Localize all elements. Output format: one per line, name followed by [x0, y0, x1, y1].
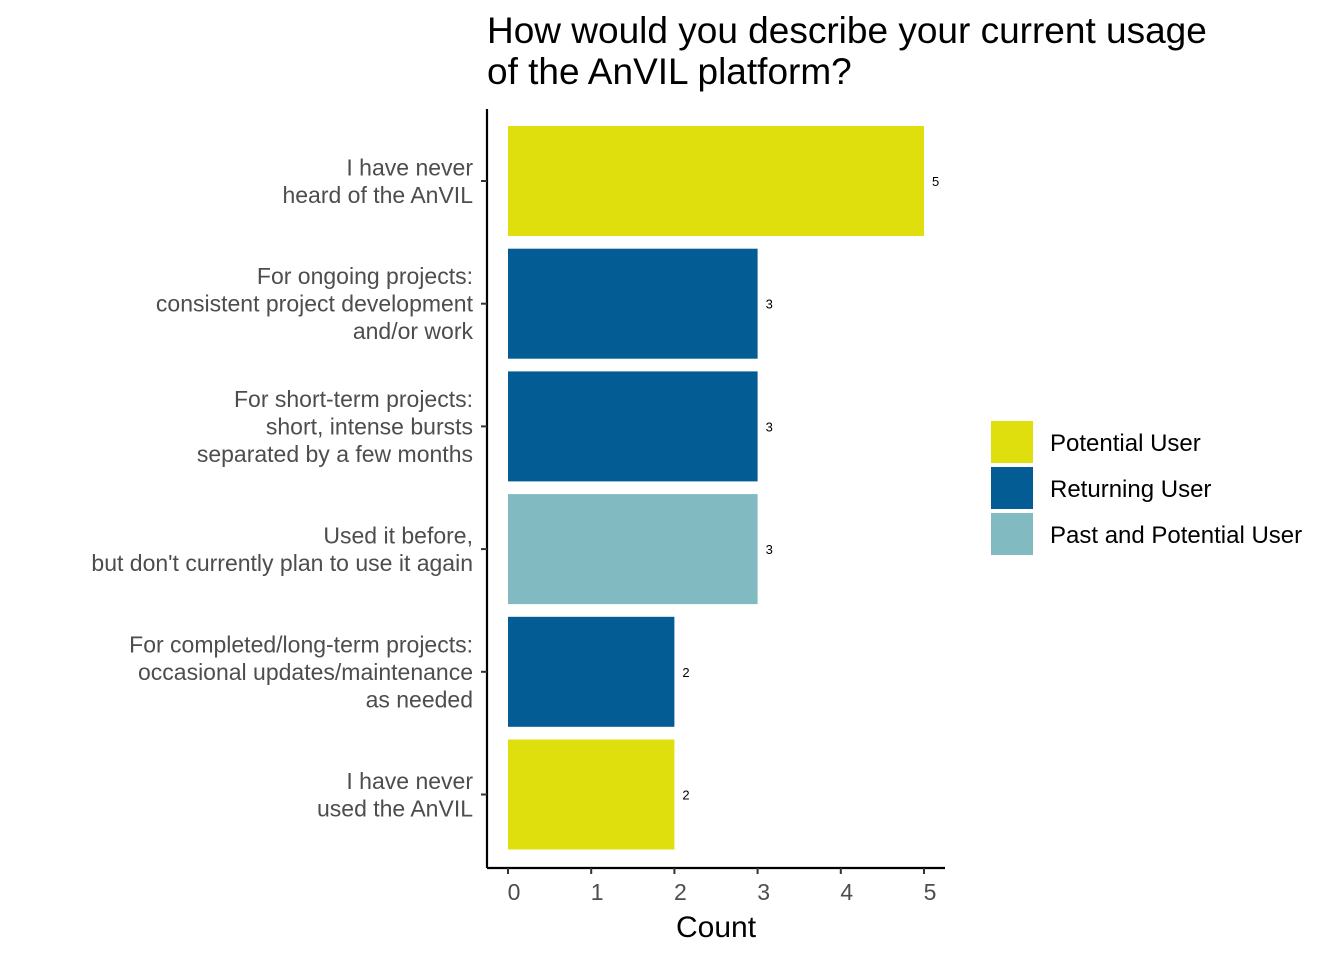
data-label-4: 2: [682, 665, 689, 680]
chart-title: How would you describe your current usag…: [487, 10, 1207, 92]
legend-label-1: Returning User: [1050, 476, 1211, 503]
legend-label-0: Potential User: [1050, 430, 1201, 457]
x-tick-label-1: 1: [591, 879, 604, 905]
category-label-line: Used it before,: [323, 522, 473, 548]
chart-title-line-2: of the AnVIL platform?: [487, 51, 852, 92]
category-label-line: I have never: [346, 154, 473, 180]
category-label-line: I have never: [346, 768, 473, 794]
data-label-5: 2: [682, 788, 689, 803]
legend-swatch-0: [991, 421, 1033, 463]
x-tick-label-5: 5: [924, 879, 937, 905]
category-label-4: For completed/long-term projects: occasio…: [129, 631, 473, 712]
axes-layer: [481, 109, 945, 874]
category-label-line: as needed: [366, 686, 473, 712]
data-label-2: 3: [766, 419, 773, 434]
data-label-0: 5: [932, 174, 939, 189]
x-tick-label-2: 2: [674, 879, 687, 905]
category-label-line: separated by a few months: [197, 441, 473, 467]
category-label-line: and/or work: [353, 318, 474, 344]
category-label-line: For completed/long-term projects:: [129, 631, 473, 657]
data-label-1: 3: [766, 297, 773, 312]
category-label-line: occasional updates/maintenance: [138, 659, 473, 685]
bars-layer: 5 3 3 3 2 2: [508, 126, 939, 850]
bar-3: [508, 494, 758, 605]
category-label-0: I have never heard of the AnVIL: [282, 154, 473, 208]
legend-swatch-2: [991, 513, 1033, 555]
x-tick-label-0: 0: [508, 879, 521, 905]
category-label-line: short, intense bursts: [266, 413, 473, 439]
chart-title-line-1: How would you describe your current usag…: [487, 10, 1207, 51]
bar-4: [508, 616, 675, 727]
bar-1: [508, 248, 758, 359]
x-axis-title: Count: [676, 911, 757, 944]
legend-swatch-1: [991, 467, 1033, 509]
x-tick-labels: 0 1 2 3 4 5: [508, 879, 937, 905]
bar-2: [508, 371, 758, 482]
data-label-3: 3: [766, 542, 773, 557]
legend: Potential User Returning User Past and Pot…: [991, 421, 1302, 555]
category-label-line: For short-term projects:: [234, 386, 473, 412]
x-tick-label-4: 4: [840, 879, 853, 905]
legend-label-2: Past and Potential User: [1050, 522, 1302, 549]
category-label-line: consistent project development: [156, 291, 474, 317]
category-label-5: I have never used the AnVIL: [317, 768, 473, 822]
bar-0: [508, 126, 924, 236]
category-label-2: For short-term projects: short, intense b…: [197, 386, 473, 467]
category-label-line: used the AnVIL: [317, 795, 473, 821]
category-label-line: but don't currently plan to use it again: [91, 550, 473, 576]
category-label-1: For ongoing projects: consistent project …: [156, 263, 474, 344]
category-label-line: heard of the AnVIL: [282, 182, 473, 208]
category-label-line: For ongoing projects:: [257, 263, 473, 289]
category-label-3: Used it before, but don't currently plan …: [91, 522, 473, 576]
x-tick-label-3: 3: [757, 879, 770, 905]
bar-5: [508, 739, 675, 850]
